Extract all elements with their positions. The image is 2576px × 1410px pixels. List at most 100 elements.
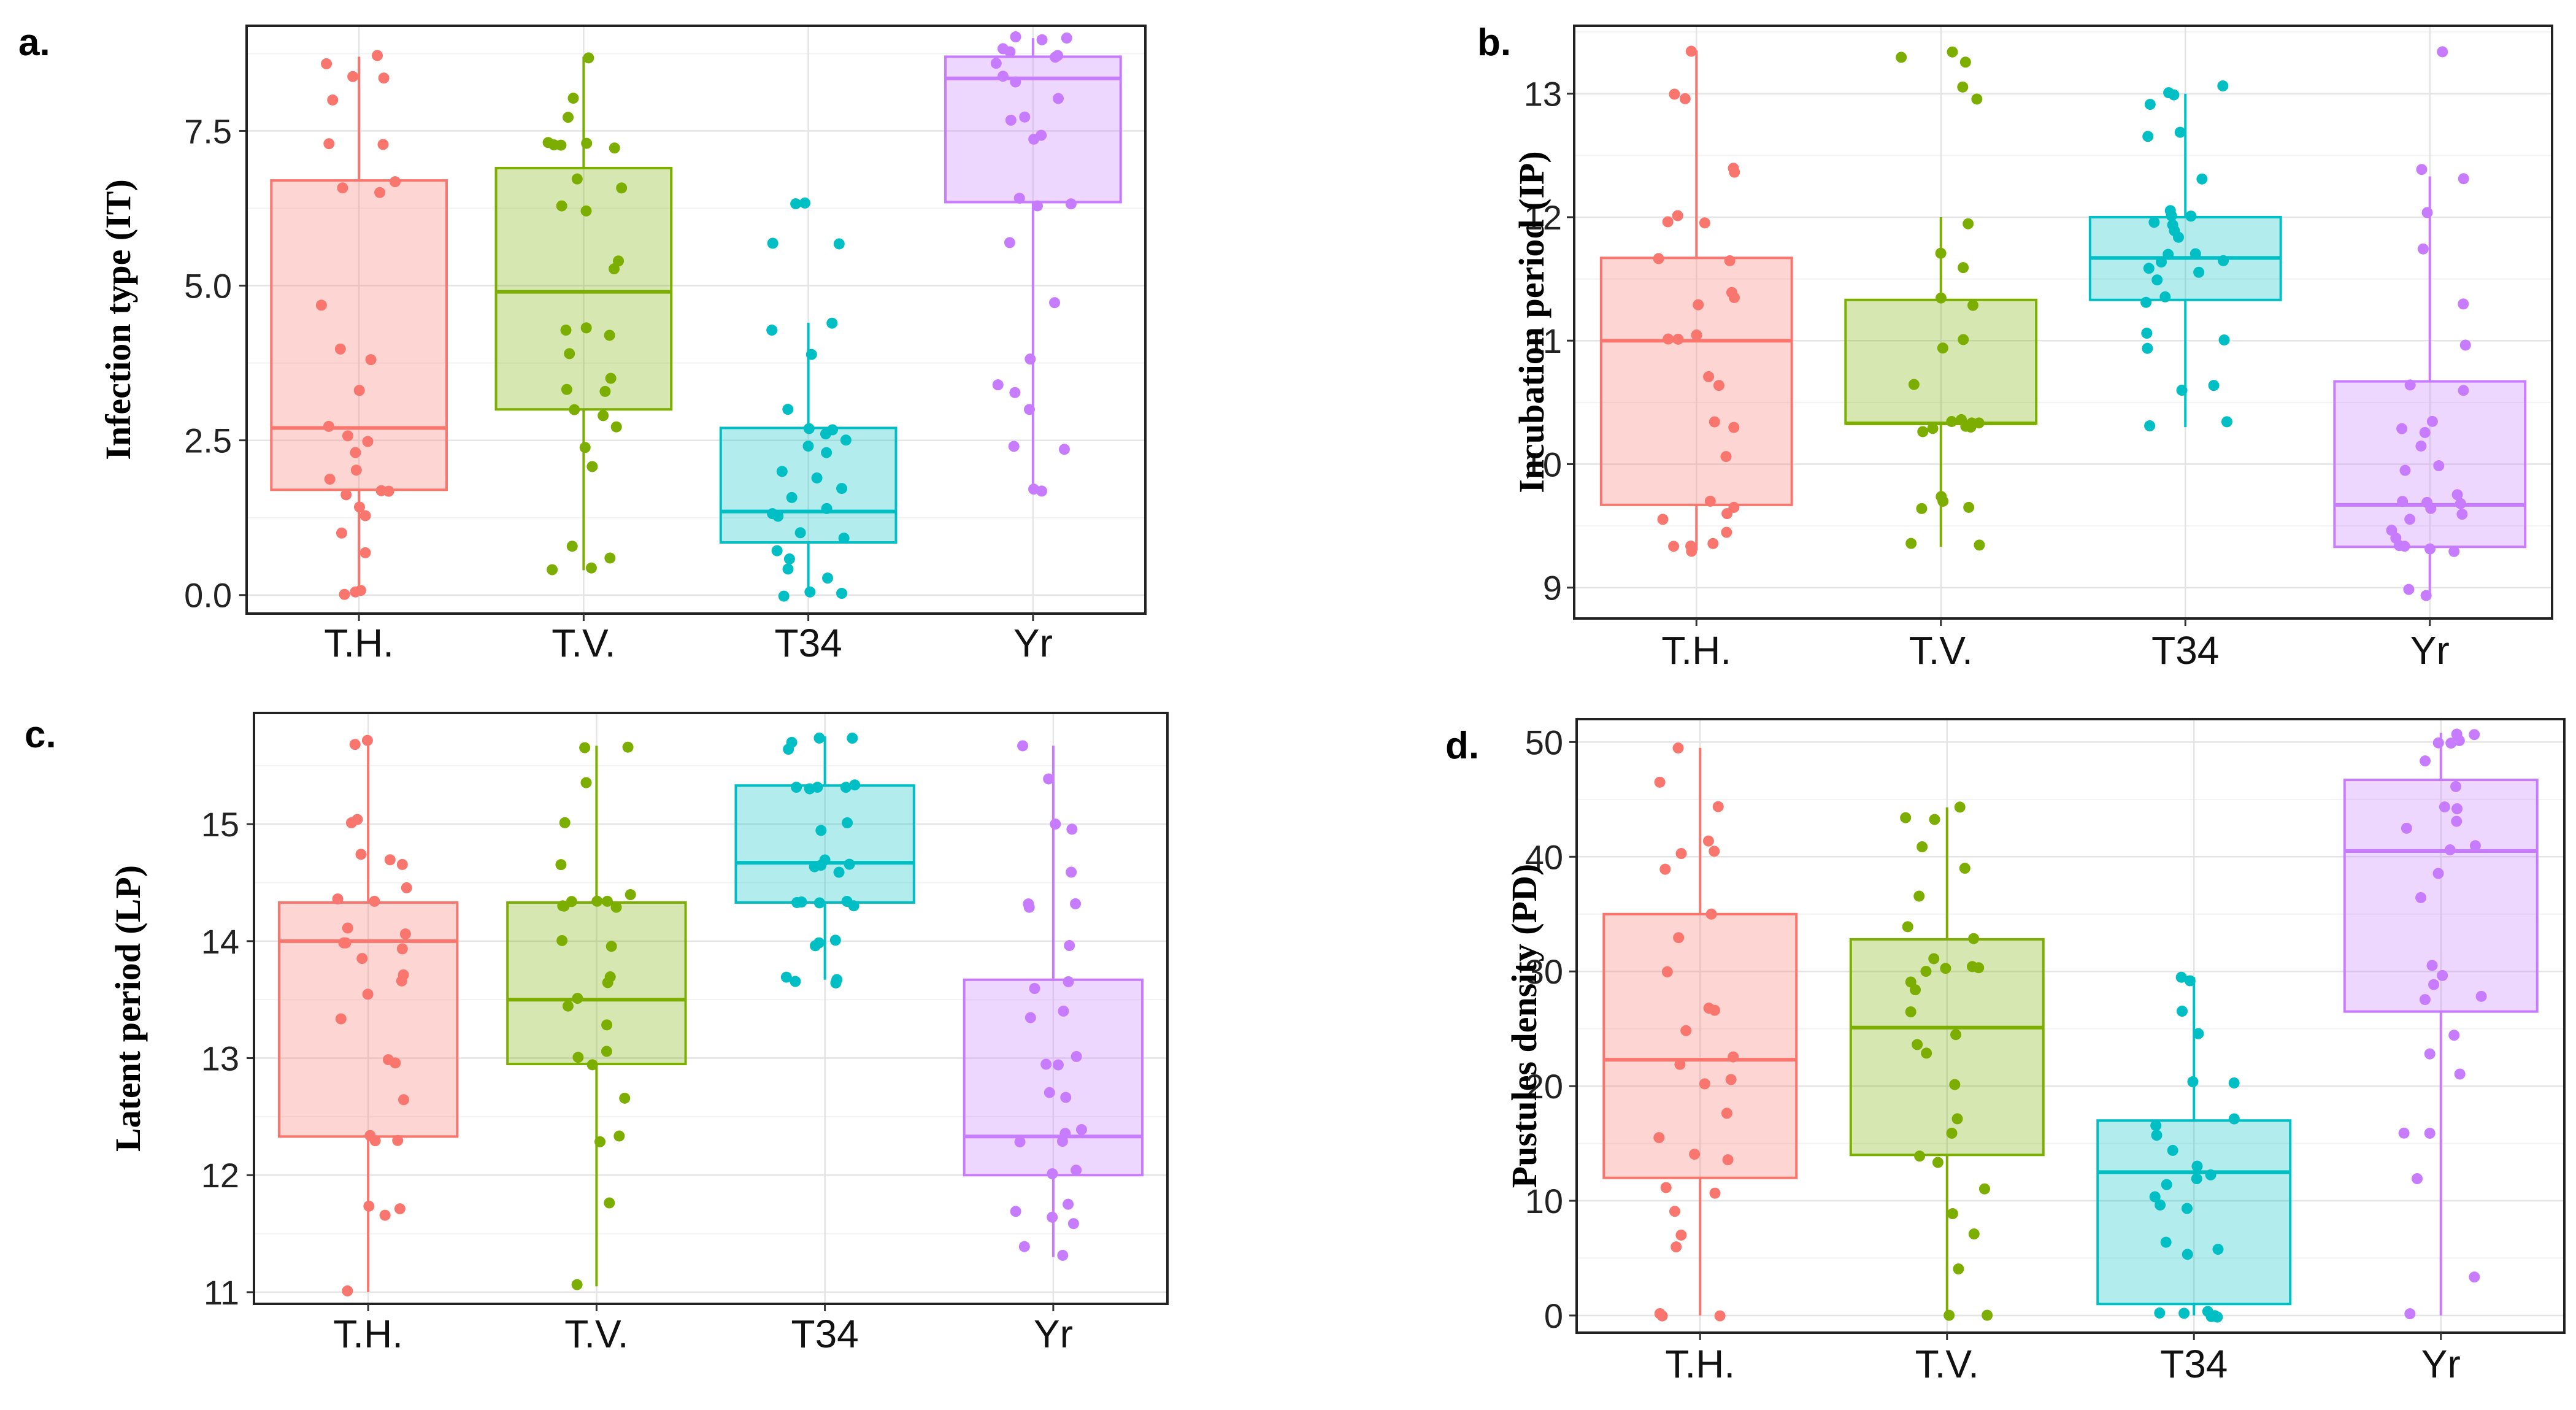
data-point: [1661, 966, 1673, 977]
data-point: [1071, 1050, 1082, 1062]
box-iqr: [1599, 256, 1793, 506]
x-tick-label: T34: [2160, 1342, 2228, 1386]
data-point: [1944, 1309, 1955, 1321]
data-point: [848, 900, 859, 912]
data-point: [840, 782, 852, 793]
x-tick-label: T.V.: [564, 1312, 628, 1356]
x-tick-label: Yr: [2410, 628, 2450, 672]
data-point: [1721, 508, 1733, 520]
y-tick-label: 13: [201, 1039, 239, 1078]
data-point: [1673, 932, 1685, 944]
data-point: [1686, 545, 1697, 557]
data-point: [556, 200, 567, 212]
data-point: [2415, 440, 2427, 452]
data-point: [1947, 1208, 1958, 1220]
data-point: [359, 547, 371, 558]
data-point: [790, 976, 801, 987]
data-point: [2404, 514, 2416, 525]
data-point: [2154, 1307, 2166, 1319]
data-point: [1672, 333, 1684, 345]
data-point: [572, 1052, 584, 1063]
data-point: [1050, 52, 1061, 63]
box-T.V.: [1849, 807, 2045, 1316]
y-tick-label: 11: [204, 1273, 239, 1312]
data-point: [349, 739, 361, 750]
data-point: [579, 742, 591, 753]
data-point: [2163, 248, 2174, 260]
data-point: [2193, 1028, 2204, 1039]
box-T.V.: [506, 745, 687, 1287]
data-point: [2144, 99, 2156, 110]
data-point: [1010, 31, 1021, 43]
data-point: [619, 1092, 631, 1104]
box-iqr: [494, 166, 673, 411]
data-point: [2455, 498, 2466, 509]
data-point: [342, 1285, 353, 1296]
data-point: [1010, 76, 1021, 88]
data-point: [2420, 755, 2431, 767]
data-point: [585, 562, 597, 574]
data-point: [1728, 291, 1740, 303]
data-point: [336, 527, 347, 539]
data-point: [2426, 415, 2438, 427]
box-iqr: [2333, 380, 2527, 549]
data-point: [2425, 503, 2437, 514]
data-point: [1036, 34, 1048, 45]
data-point: [604, 1197, 615, 1209]
data-point: [1908, 379, 1920, 390]
data-point: [350, 586, 361, 598]
data-point: [350, 447, 361, 458]
data-point: [1722, 1154, 1734, 1166]
data-point: [2437, 969, 2448, 981]
data-point: [571, 173, 583, 185]
data-point: [1040, 1058, 1052, 1070]
data-point: [2149, 1191, 2161, 1203]
x-tick-label: T.H.: [1665, 1342, 1735, 1386]
data-point: [1066, 823, 1078, 835]
data-point: [401, 882, 412, 893]
data-point: [609, 263, 620, 275]
data-point: [2469, 840, 2481, 852]
data-point: [1913, 890, 1925, 902]
data-point: [1724, 255, 1736, 266]
data-point: [1010, 1206, 1021, 1217]
data-point: [613, 1130, 625, 1142]
data-point: [2178, 1308, 2190, 1319]
data-point: [1728, 1051, 1739, 1063]
panel-1: 9 10 11 12 13 T.H. T.V. T34 Yr Incubation period …: [1477, 21, 2553, 672]
data-point: [599, 385, 611, 397]
data-point: [555, 859, 567, 871]
data-point: [363, 1200, 375, 1212]
data-point: [2403, 584, 2415, 595]
data-point: [840, 434, 852, 446]
data-point: [783, 553, 795, 564]
data-point: [350, 464, 362, 476]
data-point: [1689, 1149, 1701, 1160]
box-iqr: [270, 179, 448, 491]
data-point: [1940, 963, 1951, 974]
data-point: [362, 436, 374, 447]
data-point: [315, 299, 327, 311]
data-point: [794, 527, 806, 539]
data-point: [836, 483, 848, 495]
data-point: [1958, 262, 1969, 274]
data-point: [767, 237, 779, 249]
data-point: [1654, 776, 1666, 788]
data-point: [2419, 994, 2431, 1006]
data-point: [1053, 93, 1064, 104]
data-point: [2176, 1006, 2188, 1017]
data-point: [2416, 164, 2428, 175]
data-point: [2456, 509, 2468, 520]
data-point: [1963, 501, 1975, 513]
data-point: [1932, 1157, 1944, 1168]
data-point: [829, 934, 841, 946]
data-point: [2205, 1169, 2217, 1181]
data-point: [2453, 734, 2465, 746]
data-point: [2228, 1113, 2240, 1125]
data-point: [2469, 1271, 2480, 1283]
data-point: [1974, 539, 1985, 551]
data-point: [542, 137, 554, 148]
data-point: [830, 977, 842, 988]
data-point: [579, 442, 591, 453]
